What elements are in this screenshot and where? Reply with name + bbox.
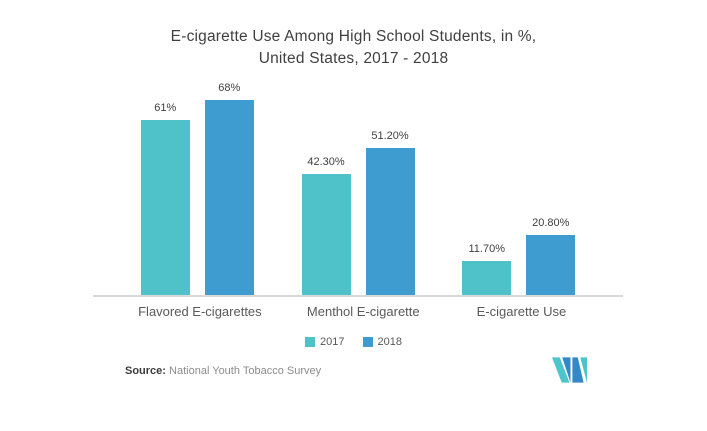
bar-col-2018-3: 20.80% bbox=[526, 217, 576, 295]
legend-label-2017: 2017 bbox=[320, 336, 345, 348]
bar-value-label-2017-1: 61% bbox=[154, 102, 177, 115]
bar-col-2017-3: 11.70% bbox=[462, 243, 512, 295]
bar-col-2018-2: 51.20% bbox=[365, 130, 415, 295]
bar-chart: 61% 68% 42.30% 51.20% 11.70% 20.80% Flavored … bbox=[93, 82, 623, 319]
category-label-2: Menthol E-cigarette bbox=[306, 304, 420, 319]
bar-col-2018-1: 68% bbox=[204, 82, 254, 295]
footer: Source: National Youth Tobacco Survey bbox=[0, 357, 707, 391]
chart-canvas: E-cigarette Use Among High School Studen… bbox=[0, 26, 707, 431]
legend: 2017 2018 bbox=[0, 336, 707, 348]
bar-value-label-2017-3: 11.70% bbox=[468, 243, 506, 256]
bar-2018-3 bbox=[526, 235, 576, 295]
bar-2017-1 bbox=[140, 120, 190, 295]
bar-group-2: 42.30% 51.20% bbox=[301, 130, 415, 295]
logo-shape-blue-right bbox=[572, 357, 584, 383]
legend-item-2018: 2018 bbox=[362, 336, 402, 348]
x-axis-labels: Flavored E-cigarettes Menthol E-cigarette… bbox=[93, 304, 623, 319]
bar-2018-1 bbox=[204, 100, 254, 295]
bar-2017-3 bbox=[462, 261, 512, 295]
source-line: Source: National Youth Tobacco Survey bbox=[125, 365, 321, 377]
legend-swatch-2018 bbox=[362, 337, 373, 347]
bar-group-1: 61% 68% bbox=[140, 82, 254, 295]
bar-group-3: 11.70% 20.80% bbox=[462, 217, 576, 295]
bar-value-label-2017-2: 42.30% bbox=[307, 155, 345, 168]
mordor-intelligence-logo bbox=[552, 357, 587, 383]
legend-item-2017: 2017 bbox=[305, 336, 345, 348]
bar-value-label-2018-3: 20.80% bbox=[532, 217, 570, 230]
bar-col-2017-1: 61% bbox=[140, 102, 190, 295]
chart-title-line1: E-cigarette Use Among High School Studen… bbox=[170, 28, 537, 45]
category-label-3: E-cigarette Use bbox=[476, 304, 567, 319]
source-label: Source: bbox=[125, 365, 166, 377]
bar-col-2017-2: 42.30% bbox=[301, 155, 351, 295]
logo-shape-teal-left bbox=[552, 357, 570, 383]
chart-title: E-cigarette Use Among High School Studen… bbox=[0, 26, 707, 70]
chart-title-line2: United States, 2017 - 2018 bbox=[258, 50, 449, 67]
bar-2018-2 bbox=[365, 148, 415, 295]
source-text: National Youth Tobacco Survey bbox=[165, 365, 322, 377]
legend-label-2018: 2018 bbox=[377, 336, 402, 348]
bar-value-label-2018-1: 68% bbox=[218, 82, 241, 95]
bar-2017-2 bbox=[301, 173, 351, 295]
bar-value-label-2018-2: 51.20% bbox=[371, 130, 409, 143]
legend-swatch-2017 bbox=[305, 337, 316, 347]
category-label-1: Flavored E-cigarettes bbox=[138, 304, 262, 319]
plot-area: 61% 68% 42.30% 51.20% 11.70% 20.80% bbox=[93, 82, 623, 297]
